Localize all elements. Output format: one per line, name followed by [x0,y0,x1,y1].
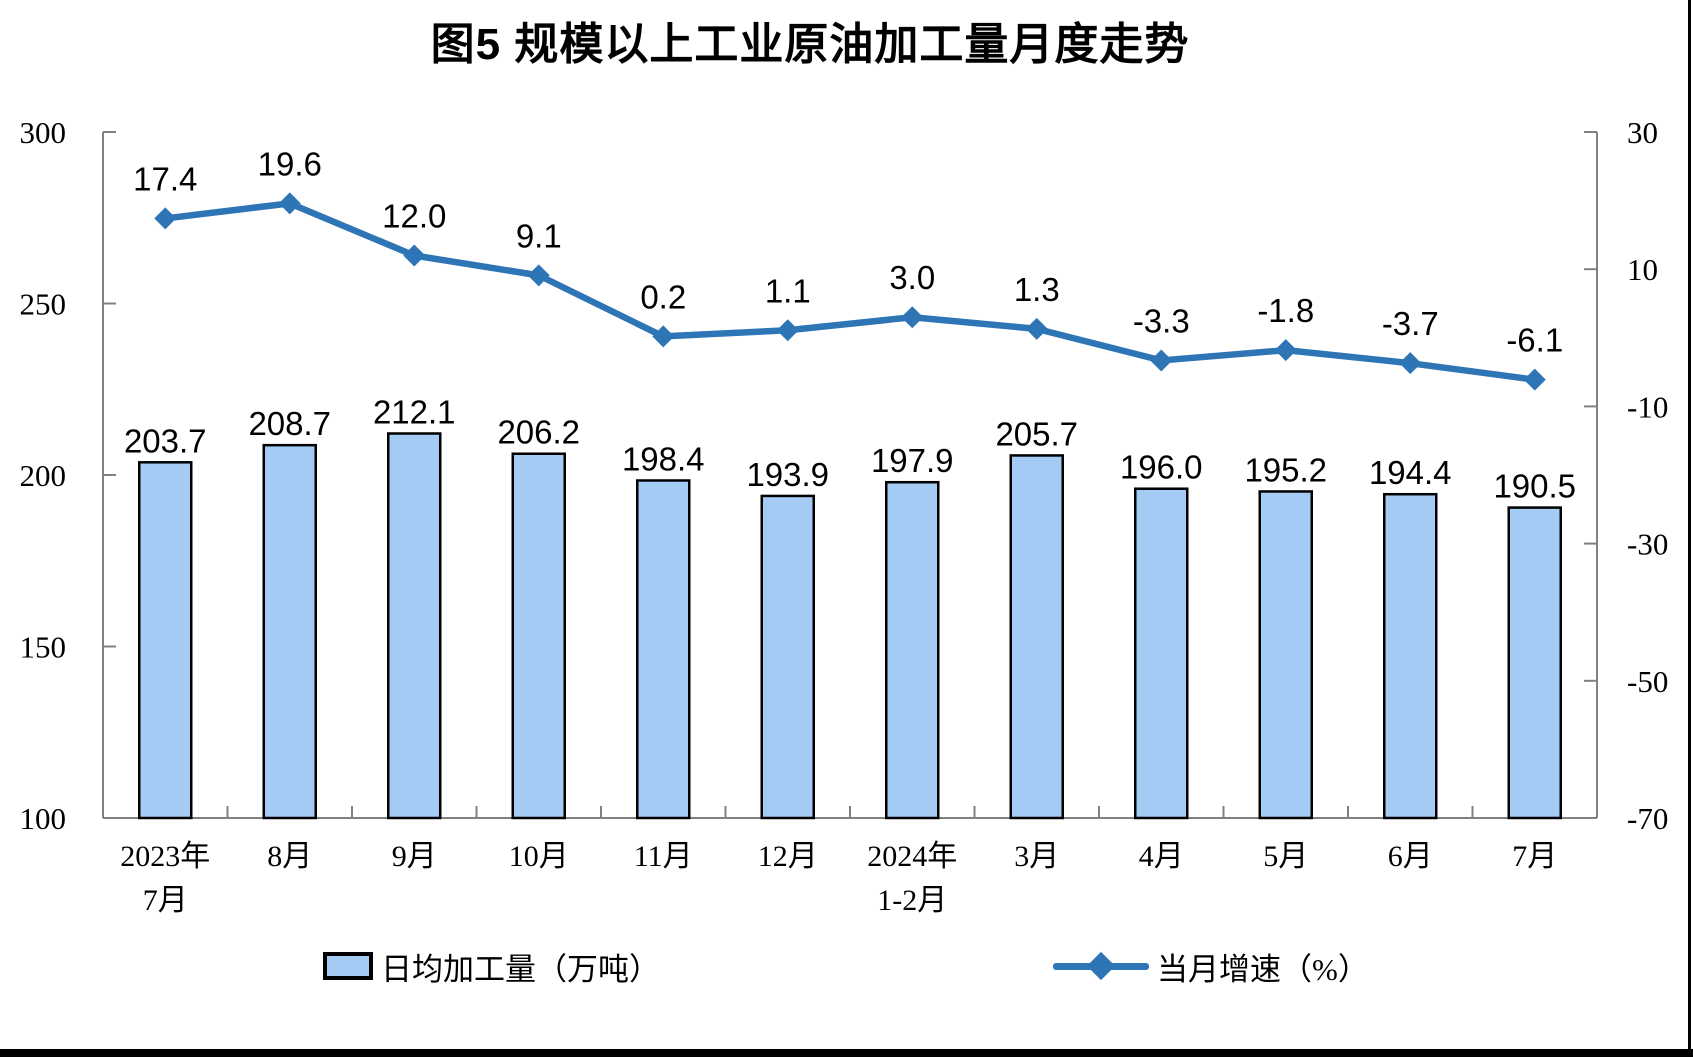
legend-line-label: 当月增速（%） [1157,951,1369,987]
bar-series-swatch-icon [323,952,373,980]
bar [262,443,317,820]
line-marker-icon [278,192,301,215]
bar [1258,490,1313,820]
line-data-label: 19.6 [258,145,322,182]
right-axis-tick-label: 30 [1627,115,1658,150]
line-marker-icon [776,319,799,342]
line-marker-icon [403,244,426,267]
bar-data-label: 208.7 [248,405,331,442]
legend-item-line: 当月增速（%） [1053,944,1369,988]
legend-bar-label: 日均加工量（万吨） [381,951,660,987]
bar-data-label: 196.0 [1120,449,1203,486]
bar [511,452,566,820]
x-axis-ticks [226,806,1474,818]
line-series-swatch-icon [1053,951,1149,981]
bar-data-label: 193.9 [746,456,829,493]
line-data-label: 1.1 [765,272,811,309]
bar-data-labels: 203.7 208.7 212.1 206.2 198.4 193.9 197.9 205.7… [124,393,1576,504]
x-axis-category-label: 8月 [267,840,312,873]
line-marker-icon [901,306,924,329]
x-axis-category-label: 2023年 [120,840,210,873]
line-data-label: 3.0 [889,259,935,296]
bar-data-label: 206.2 [497,414,580,451]
line-marker-icon [1274,339,1297,362]
right-border-rule [1688,0,1691,1057]
bar [387,432,442,820]
left-axis-ticks: 300 250 200 150 100 [20,115,116,836]
diamond-marker-icon [1086,951,1116,981]
right-axis-ticks: 30 10 -10 -30 -50 -70 [1584,115,1668,836]
x-axis-labels: 2023年 7月 8月 9月 10月 11月 12月 2024年 1-2月 3月 4月 5月 6月 7月 [120,840,1557,917]
line-data-label: 9.1 [516,217,562,254]
right-axis-tick-label: -50 [1627,664,1668,699]
right-axis-tick-label: 10 [1627,252,1658,287]
line-marker-icon [1150,349,1173,372]
bar-data-label: 212.1 [373,393,456,430]
x-axis-category-label: 10月 [509,840,569,873]
bar-data-label: 197.9 [871,442,954,479]
x-axis-category-label: 12月 [758,840,818,873]
bar [138,461,193,820]
line-data-label: 12.0 [382,197,446,234]
bar-data-label: 198.4 [622,440,705,477]
left-axis-tick-label: 200 [20,458,67,493]
x-axis-category-label: 11月 [634,840,693,873]
x-axis-category-label: 7月 [1512,840,1557,873]
bar [1134,487,1189,820]
bar-data-label: 190.5 [1493,468,1576,505]
right-axis-tick-label: -30 [1627,527,1668,562]
bar [885,480,940,820]
line-marker-icon [1523,368,1546,391]
line-data-label: -3.7 [1382,305,1439,342]
x-axis-category-label: 4月 [1139,840,1184,873]
line-path [162,200,1538,383]
bar-series [138,432,1562,820]
x-axis-category-label: 6月 [1388,840,1433,873]
left-axis-tick-label: 250 [20,287,67,322]
right-axis-tick-label: -10 [1627,389,1668,424]
line-data-label: -6.1 [1506,322,1563,359]
line-data-labels: 17.4 19.6 12.0 9.1 0.2 1.1 3.0 1.3 -3.3 -1.8 -3.7 -… [133,145,1563,358]
x-axis-category-label: 2024年 [867,840,957,873]
bar-data-label: 203.7 [124,422,207,459]
bar [1507,506,1562,820]
bar-data-label: 194.4 [1369,454,1452,491]
line-data-label: 1.3 [1014,271,1060,308]
line-data-label: 17.4 [133,160,197,197]
left-axis-tick-label: 300 [20,115,67,150]
chart-title: 图5 规模以上工业原油加工量月度走势 [430,20,1190,69]
line-marker-icon [1025,317,1048,340]
x-axis-category-label: 1-2月 [877,884,947,917]
bar-data-label: 205.7 [995,415,1078,452]
x-axis-category-label: 3月 [1014,840,1059,873]
bar [636,479,691,820]
x-axis-category-label: 7月 [143,884,188,917]
bottom-border-rule [0,1049,1693,1057]
x-axis-category-label: 5月 [1263,840,1308,873]
line-data-label: -1.8 [1257,292,1314,329]
left-axis-tick-label: 150 [20,630,67,665]
bar-data-label: 195.2 [1244,451,1327,488]
line-series [154,192,1546,391]
bar [1383,492,1438,820]
line-marker-icon [154,207,177,230]
line-marker-icon [652,325,675,348]
bar [1009,454,1064,820]
line-data-label: -3.3 [1133,302,1190,339]
line-marker-icon [1399,352,1422,375]
bar [760,494,815,820]
line-marker-icon [527,264,550,287]
line-data-label: 0.2 [640,278,686,315]
left-axis-tick-label: 100 [20,801,67,836]
right-axis-tick-label: -70 [1627,801,1668,836]
x-axis-category-label: 9月 [392,840,437,873]
legend-item-bar: 日均加工量（万吨） [323,944,660,988]
